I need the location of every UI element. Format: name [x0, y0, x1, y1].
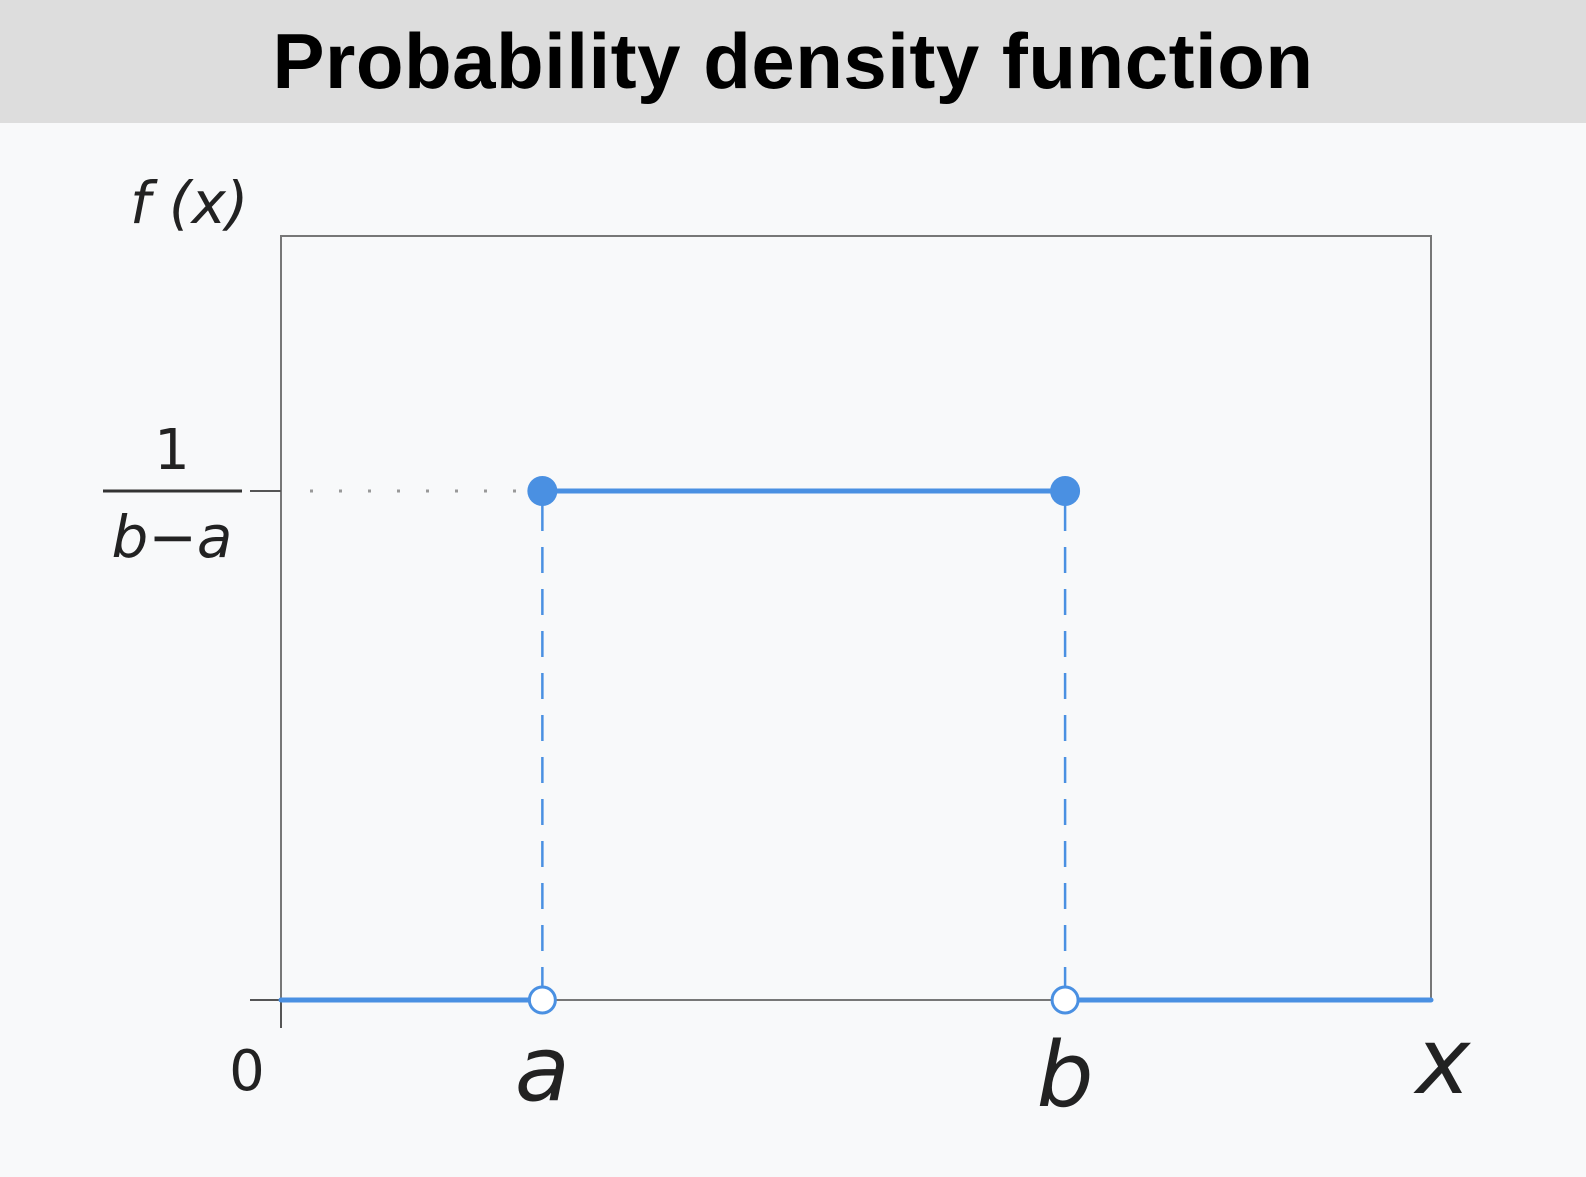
title-bar: Probability density function — [0, 0, 1586, 123]
y-tick-denominator: b−a — [112, 503, 233, 571]
chart-title: Probability density function — [272, 17, 1314, 105]
closed-point-a — [527, 476, 558, 506]
x-axis-label: x — [1413, 1008, 1472, 1115]
x-tick-label-zero: 0 — [229, 1039, 265, 1104]
plot-frame — [280, 235, 1432, 1001]
pdf-chart: f (x) 1 b−a 0 a b x — [103, 169, 1472, 1128]
y-tick-numerator: 1 — [154, 418, 190, 483]
chart-area: f (x) 1 b−a 0 a b x — [0, 123, 1586, 1172]
open-point-a — [527, 985, 557, 1015]
y-axis-label: f (x) — [130, 169, 248, 237]
x-tick-label-a: a — [515, 1017, 570, 1122]
open-point-b — [1050, 985, 1080, 1015]
closed-point-b — [1050, 476, 1081, 506]
x-tick-label-b: b — [1037, 1023, 1094, 1128]
